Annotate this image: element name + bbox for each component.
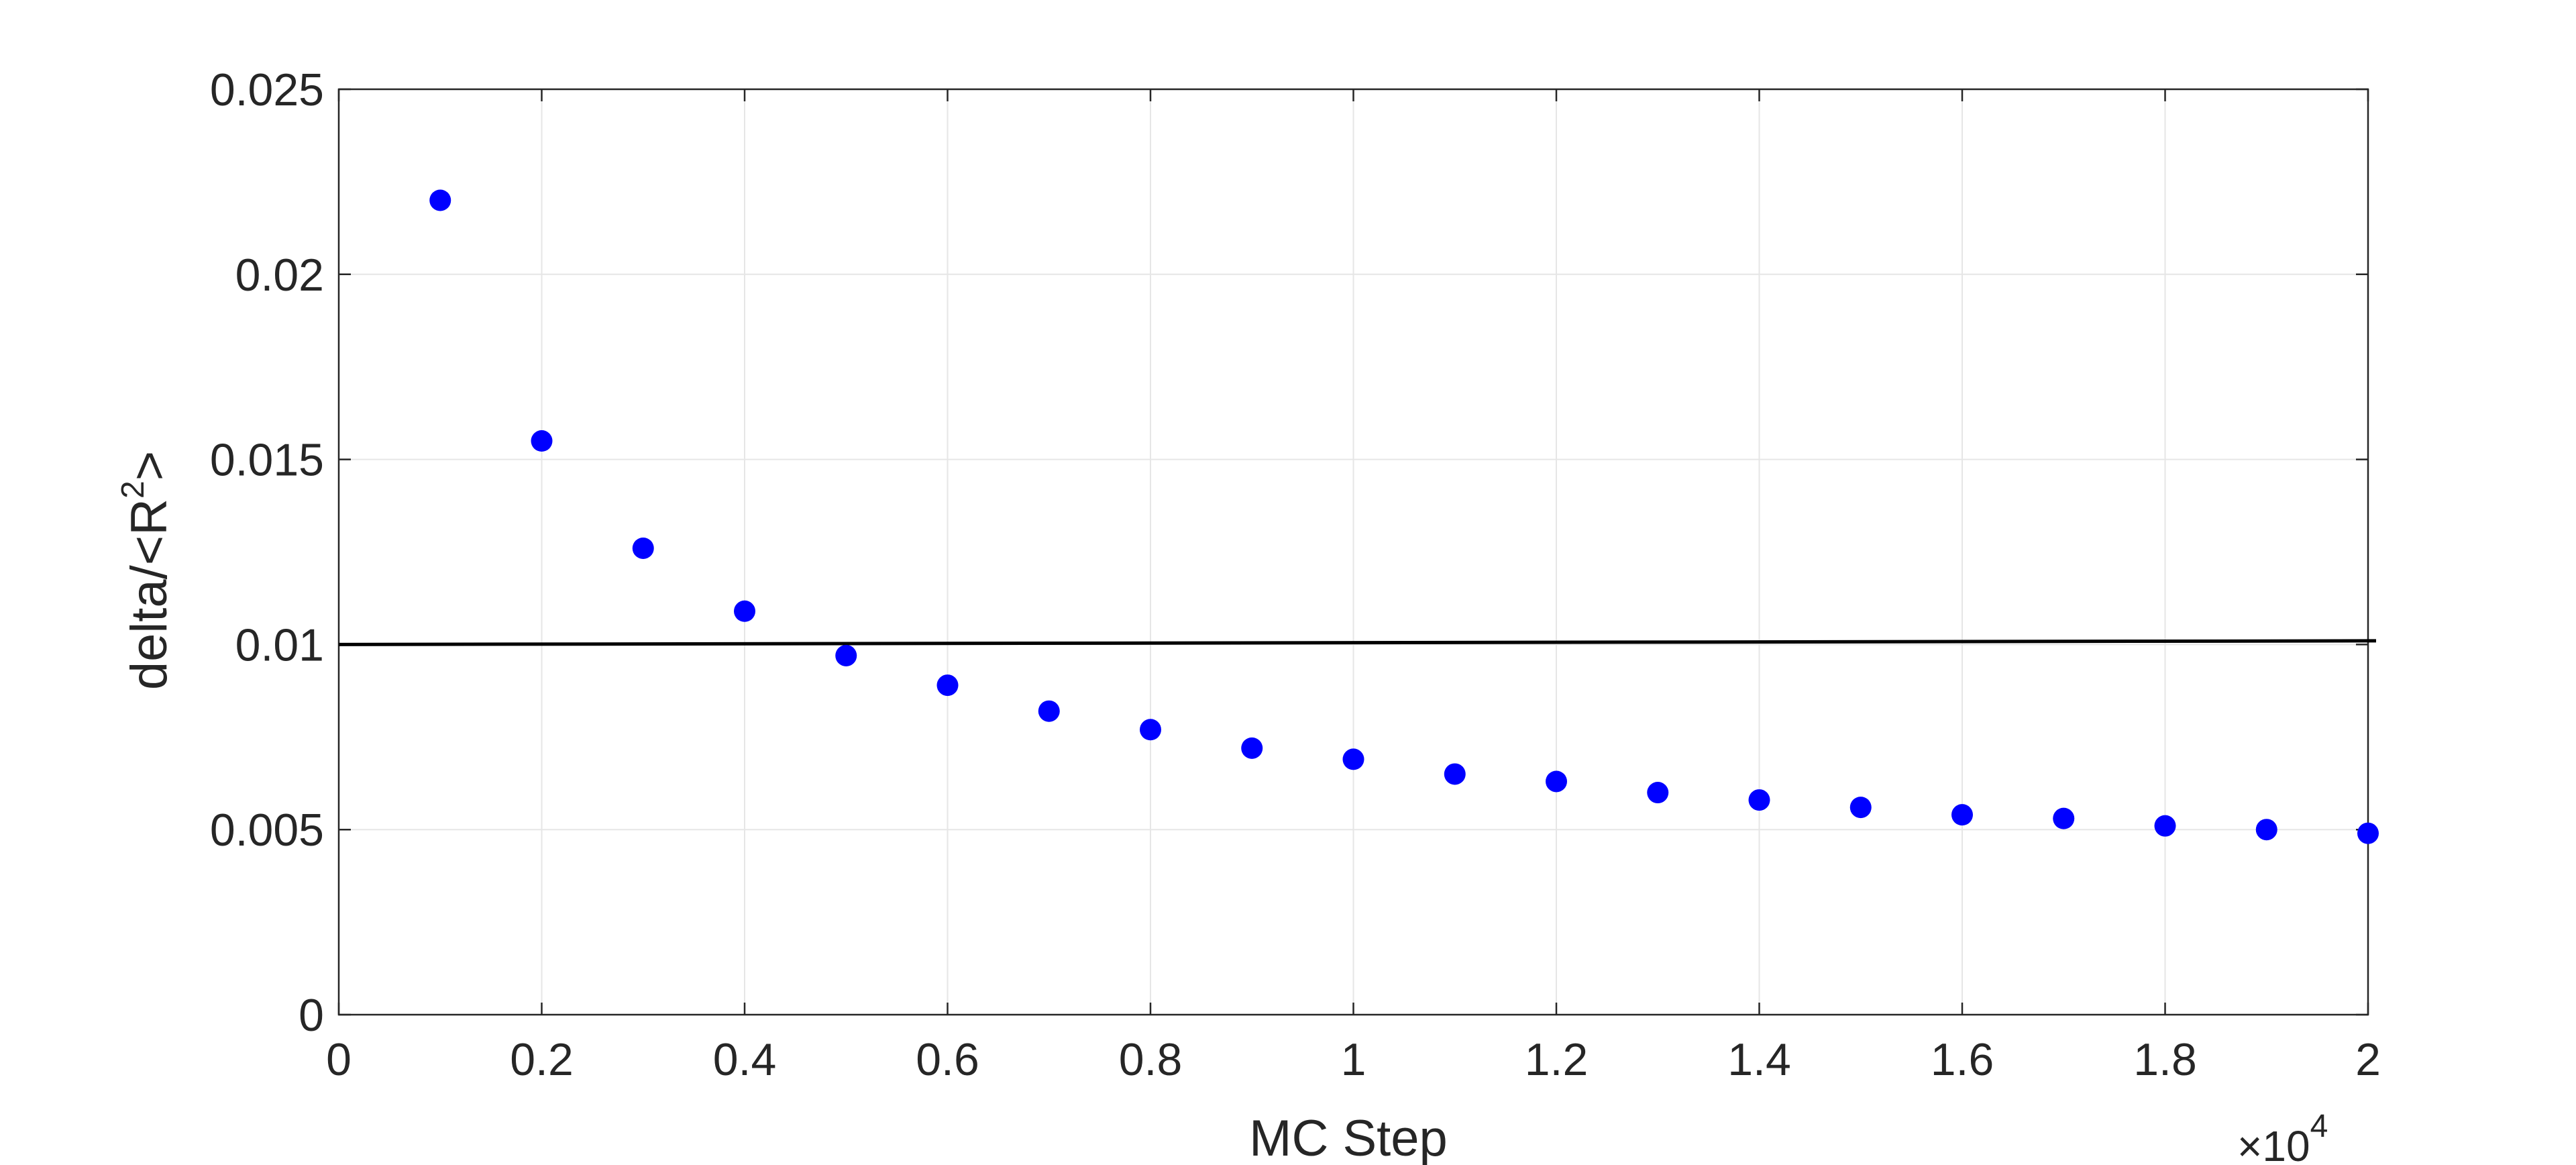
data-point xyxy=(1546,770,1567,793)
data-point xyxy=(531,430,553,452)
data-point xyxy=(1342,748,1364,770)
data-point xyxy=(1647,782,1669,804)
y-axis-label-tail: > xyxy=(121,451,178,480)
y-tick-label: 0.01 xyxy=(235,619,324,670)
x-exponent-power: 4 xyxy=(2310,1109,2328,1144)
data-point xyxy=(1444,763,1466,785)
data-point xyxy=(734,600,755,622)
x-axis-label: MC Step xyxy=(1249,1110,1448,1165)
x-exponent-times: ×10 xyxy=(2237,1122,2310,1165)
axes xyxy=(337,88,2369,1016)
x-tick-label: 0.4 xyxy=(713,1034,777,1085)
x-tick-label: 0.6 xyxy=(916,1034,979,1085)
x-tick-label: 0 xyxy=(326,1034,352,1085)
x-tick-label: 1.4 xyxy=(1727,1034,1791,1085)
data-point xyxy=(2053,807,2075,829)
data-point xyxy=(632,537,654,559)
y-axis-label-superscript: 2 xyxy=(115,480,151,499)
x-tick-label: 0.8 xyxy=(1119,1034,1183,1085)
data-point xyxy=(1951,804,1973,826)
y-axis-label: delta/<R2> xyxy=(115,451,178,690)
y-tick-label: 0.005 xyxy=(210,805,324,856)
data-points xyxy=(429,189,2379,844)
x-tick-label: 1 xyxy=(1341,1034,1366,1085)
reference-line xyxy=(338,639,2377,646)
x-exponent-label: ×104 xyxy=(2237,1109,2328,1165)
data-point xyxy=(1038,700,1060,722)
y-tick-label: 0.025 xyxy=(210,64,324,115)
x-tick-label: 0.2 xyxy=(510,1034,574,1085)
y-axis-label-base: delta/<R xyxy=(121,499,178,690)
data-point xyxy=(936,674,959,697)
x-tick-label: 1.2 xyxy=(1525,1034,1589,1085)
y-tick-label: 0.015 xyxy=(210,435,324,486)
data-point xyxy=(1748,789,1770,811)
y-tick-label: 0 xyxy=(299,990,324,1041)
reference-lines xyxy=(338,639,2377,646)
x-tick-label: 1.8 xyxy=(2133,1034,2197,1085)
data-point xyxy=(1241,737,1263,759)
data-point xyxy=(429,189,451,211)
data-point xyxy=(2154,815,2176,837)
data-point xyxy=(2357,822,2379,844)
data-point xyxy=(1849,797,1872,819)
data-point xyxy=(1140,719,1161,741)
data-point xyxy=(2255,819,2277,841)
y-tick-labels: 0 0.005 0.01 0.015 0.02 0.025 xyxy=(210,64,324,1041)
x-tick-label: 2 xyxy=(2355,1034,2381,1085)
x-tick-label: 1.6 xyxy=(1931,1034,1994,1085)
x-tick-labels: 0 0.2 0.4 0.6 0.8 1 1.2 1.4 1.6 1.8 2 xyxy=(326,1034,2381,1085)
y-tick-label: 0.02 xyxy=(235,250,324,301)
data-point xyxy=(835,644,857,666)
